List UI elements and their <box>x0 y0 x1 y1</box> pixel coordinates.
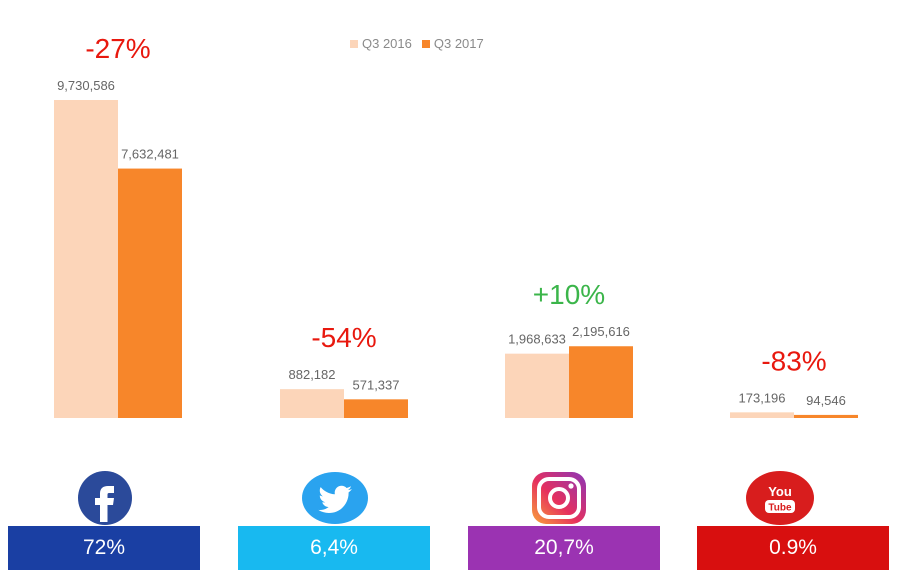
bar-instagram-q3-2017 <box>569 346 633 418</box>
bar-facebook-q3-2016 <box>54 100 118 418</box>
data-label-twitter-q3-2017: 571,337 <box>353 377 400 392</box>
facebook-share-value: 72% <box>82 536 126 559</box>
youtube-logo-you: You <box>768 484 792 499</box>
legend-item-q3-2017: Q3 2017 <box>421 36 484 51</box>
bar-youtube-q3-2017 <box>794 414 858 418</box>
data-label-facebook-q3-2016: 9,730,586 <box>57 78 115 93</box>
data-label-instagram-q3-2017: 2,195,616 <box>572 324 630 339</box>
twitter-share-badge: 6,4% <box>238 526 430 570</box>
data-label-instagram-q3-2016: 1,968,633 <box>508 332 566 347</box>
bar-twitter-q3-2016 <box>280 389 344 418</box>
bar-chart: 9,730,586 7,632,481 -27% 882,182 571,337 -54%… <box>54 33 858 418</box>
change-label-youtube: -83% <box>761 345 826 376</box>
youtube-logo-tube: Tube <box>768 503 792 514</box>
bar-twitter-q3-2017 <box>344 399 408 418</box>
change-label-instagram: +10% <box>533 279 605 310</box>
youtube-share-value: 0.9% <box>769 536 817 559</box>
legend-label-q3-2016: Q3 2016 <box>362 36 412 51</box>
facebook-share-badge: 72% <box>8 526 200 570</box>
legend-swatch-q3-2017 <box>421 39 430 48</box>
legend-label-q3-2017: Q3 2017 <box>433 36 484 51</box>
change-label-twitter: -54% <box>311 322 376 353</box>
youtube-icon: You Tube <box>745 470 815 526</box>
twitter-share-value: 6,4% <box>310 536 358 559</box>
change-label-facebook: -27% <box>85 33 150 64</box>
bar-youtube-q3-2016 <box>730 412 794 418</box>
data-label-youtube-q3-2016: 173,196 <box>739 390 786 405</box>
youtube-share-badge: 0.9% <box>697 526 889 570</box>
facebook-icon <box>70 470 140 526</box>
data-label-youtube-q3-2017: 94,546 <box>806 393 846 408</box>
bar-facebook-q3-2017 <box>118 168 182 418</box>
instagram-icon <box>524 470 594 526</box>
data-label-twitter-q3-2016: 882,182 <box>289 367 336 382</box>
bar-instagram-q3-2016 <box>505 353 569 418</box>
data-label-facebook-q3-2017: 7,632,481 <box>121 147 179 162</box>
instagram-share-value: 20,7% <box>534 536 594 559</box>
legend-item-q3-2016: Q3 2016 <box>350 36 412 51</box>
legend-swatch-q3-2016 <box>350 39 358 48</box>
chart-legend: Q3 2016 Q3 2017 <box>350 36 484 51</box>
instagram-share-badge: 20,7% <box>468 526 660 570</box>
twitter-icon <box>300 470 370 526</box>
